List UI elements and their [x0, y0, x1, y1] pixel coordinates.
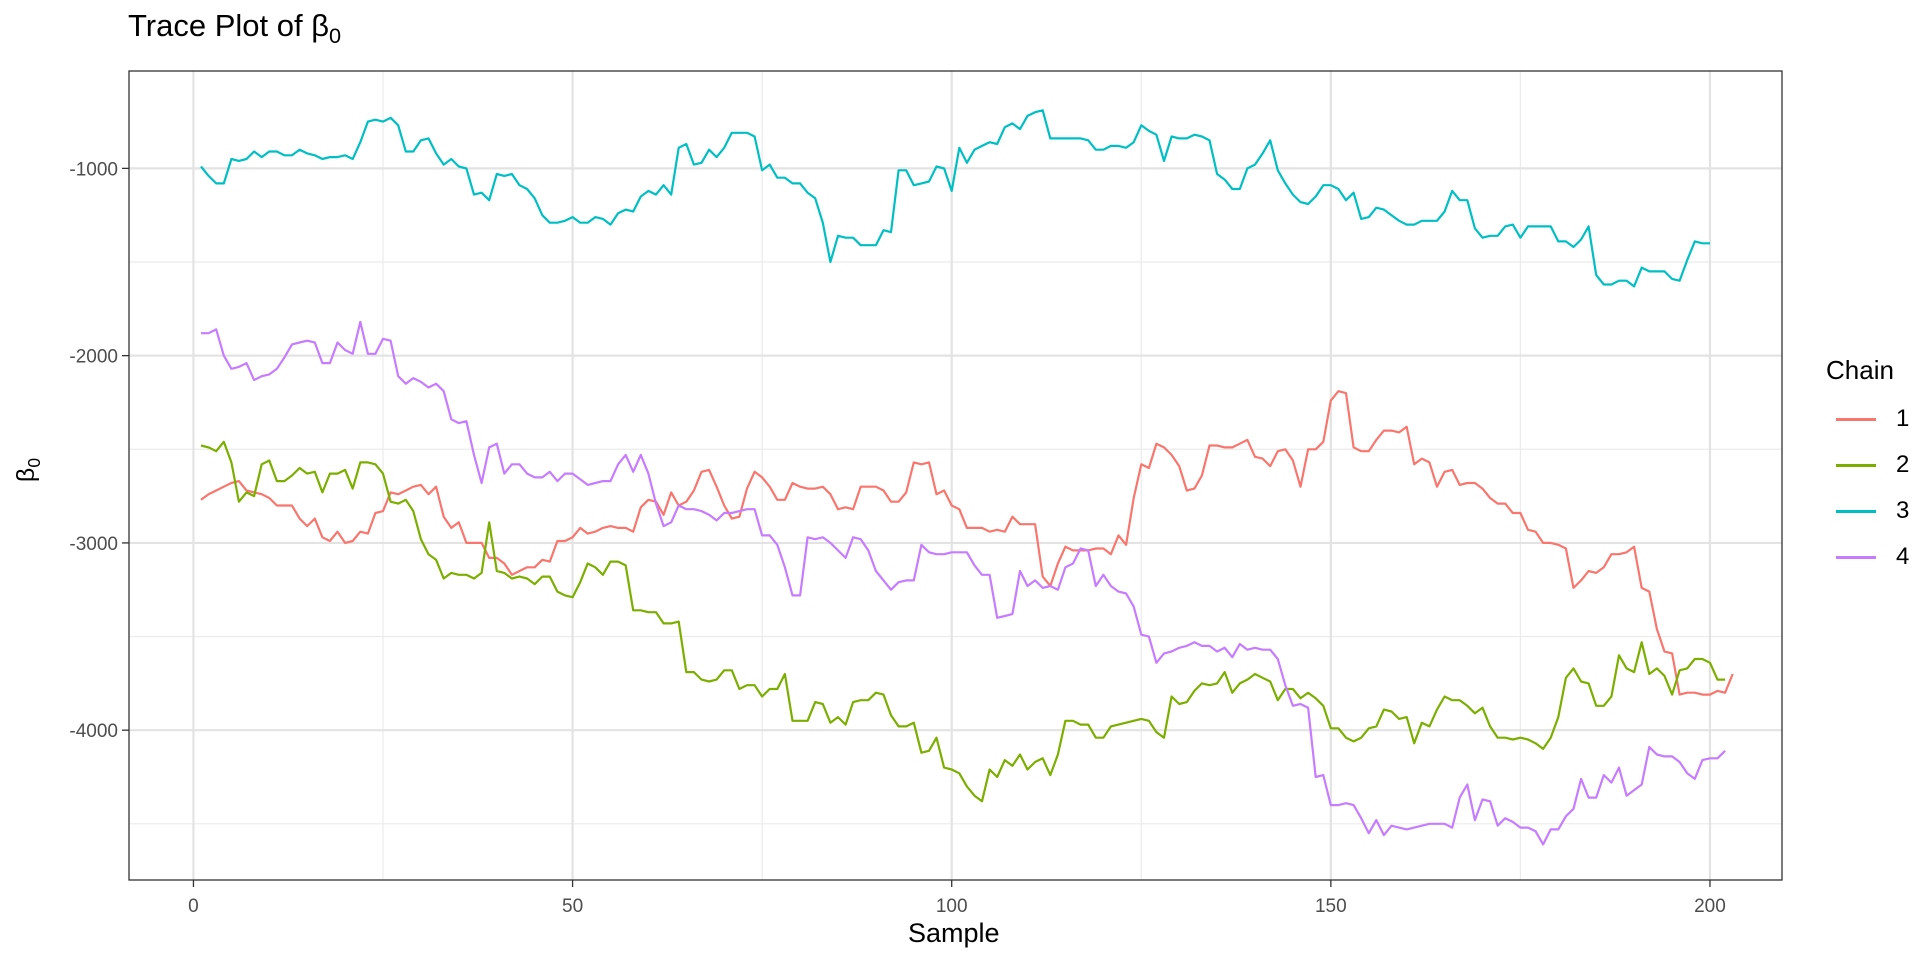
series-line-chain-3 — [200, 109, 1710, 288]
legend-item-chain-1: 1 — [1826, 396, 1909, 442]
x-tick-label: 50 — [562, 896, 583, 917]
legend: Chain 1 2 3 4 — [1826, 355, 1909, 580]
x-tick-label: 0 — [188, 896, 199, 917]
y-tick-label: -4000 — [69, 721, 118, 742]
legend-swatch — [1836, 417, 1876, 421]
series-line-chain-2 — [200, 440, 1726, 803]
x-axis-label: Sample — [908, 918, 1000, 948]
legend-label: 2 — [1896, 451, 1910, 478]
y-tick-label: -2000 — [69, 347, 118, 368]
x-tick-label: 200 — [1694, 896, 1726, 917]
legend-label: 3 — [1896, 497, 1910, 524]
series-line-chain-4 — [201, 320, 1726, 846]
series-lines — [200, 109, 1734, 846]
axis-ticks: 0 50 100 150 200 -1000 -2000 -3000 -4000 — [69, 159, 1725, 917]
legend-swatch — [1836, 463, 1876, 467]
legend-title: Chain — [1826, 355, 1894, 385]
x-tick-label: 100 — [936, 896, 968, 917]
chart-title-text: Trace Plot of — [128, 8, 312, 43]
chart-title: Trace Plot of β0 — [128, 8, 341, 49]
y-axis-label: β0 — [12, 457, 44, 483]
legend-label: 4 — [1896, 543, 1910, 570]
legend-item-chain-2: 2 — [1826, 442, 1909, 488]
chart-title-symbol: β — [311, 8, 330, 43]
y-tick-label: -1000 — [69, 159, 118, 180]
legend-label: 1 — [1896, 405, 1910, 432]
y-tick-label: -3000 — [69, 534, 118, 555]
legend-item-chain-3: 3 — [1826, 488, 1909, 534]
x-tick-label: 150 — [1315, 896, 1347, 917]
legend-item-chain-4: 4 — [1826, 534, 1909, 580]
panel-border — [128, 70, 1783, 881]
legend-swatch — [1836, 509, 1876, 513]
series-line-chain-1 — [200, 390, 1734, 696]
panel-background — [129, 71, 1782, 880]
legend-swatch — [1836, 555, 1876, 559]
chart-title-subscript: 0 — [329, 23, 342, 49]
